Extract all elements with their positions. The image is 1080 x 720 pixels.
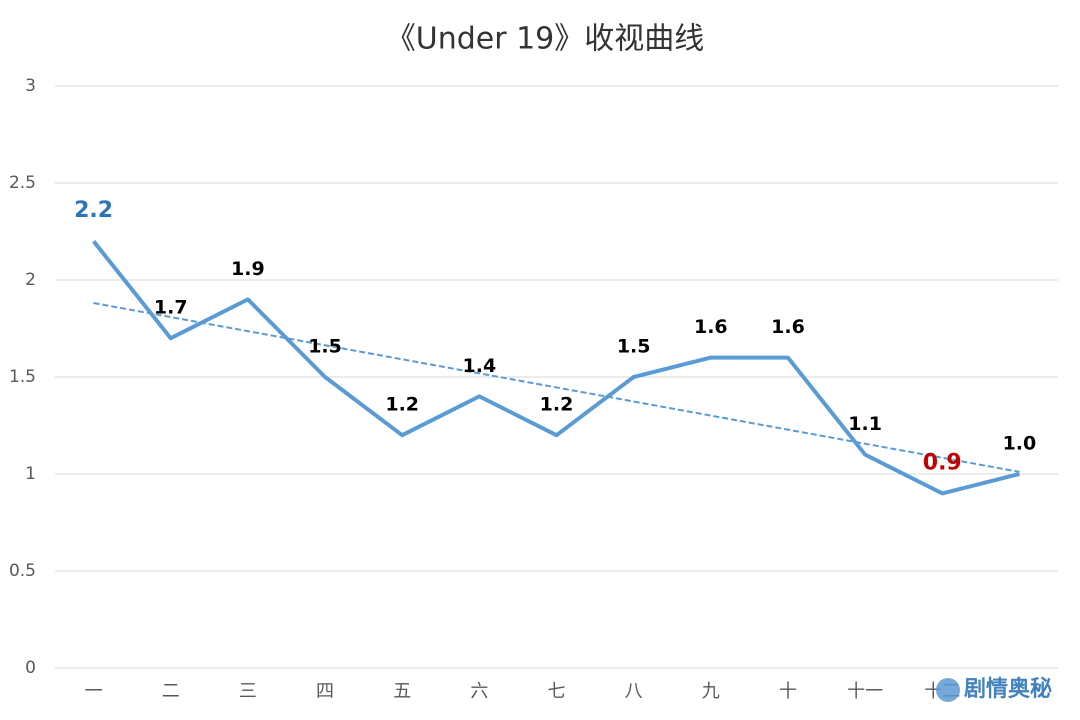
watermark: 剧情奥秘 (964, 676, 1052, 702)
data-label: 1.0 (1003, 433, 1037, 455)
trendline (93, 302, 1020, 473)
y-tick-label: 0.5 (9, 561, 36, 581)
data-label: 1.4 (463, 355, 497, 377)
data-label: 1.9 (231, 258, 265, 280)
x-tick-label: 五 (393, 681, 411, 702)
data-label: 1.5 (308, 336, 342, 358)
data-label: 1.7 (154, 297, 188, 319)
x-tick-label: 十 (779, 681, 797, 702)
watermark-icon (936, 678, 960, 702)
data-label: 1.5 (617, 336, 651, 358)
data-label: 1.6 (771, 316, 805, 338)
x-tick-label: 六 (470, 681, 488, 702)
x-tick-label: 十一 (847, 681, 883, 702)
data-label: 1.6 (694, 316, 728, 338)
y-tick-label: 1.5 (9, 367, 36, 387)
x-tick-label: 三 (239, 681, 257, 702)
data-line (92, 239, 1020, 496)
x-tick-label: 一 (85, 681, 103, 702)
chart-title: 《Under 19》收视曲线 (386, 22, 705, 57)
y-tick-label: 3 (25, 76, 36, 96)
y-tick-label: 2.5 (9, 173, 36, 193)
x-tick-label: 四 (316, 681, 334, 702)
y-tick-label: 0 (25, 658, 36, 678)
data-label: 2.2 (74, 198, 113, 223)
y-tick-label: 1 (25, 464, 36, 484)
data-label: 0.9 (923, 450, 962, 475)
x-tick-label: 二 (162, 681, 180, 702)
x-tick-label: 八 (625, 681, 643, 702)
x-tick-label: 七 (548, 681, 566, 702)
data-label: 1.2 (385, 394, 419, 416)
data-label: 1.1 (848, 413, 882, 435)
x-tick-label: 九 (702, 681, 720, 702)
data-label: 1.2 (540, 394, 574, 416)
y-tick-label: 2 (25, 270, 36, 290)
